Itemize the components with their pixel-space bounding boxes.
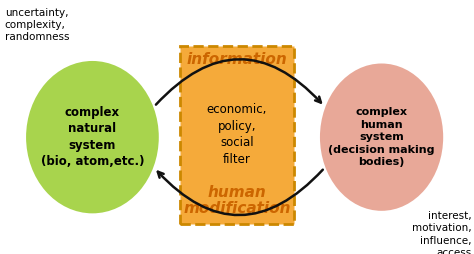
- Text: uncertainty,
complexity,
randomness: uncertainty, complexity, randomness: [5, 8, 69, 42]
- FancyBboxPatch shape: [180, 46, 294, 224]
- Text: human
modification: human modification: [183, 185, 291, 216]
- Text: economic,
policy,
social
filter: economic, policy, social filter: [207, 103, 267, 166]
- Text: complex
human
system
(decision making
bodies): complex human system (decision making bo…: [328, 107, 435, 167]
- Text: interest,
motivation,
influence,
access: interest, motivation, influence, access: [412, 211, 472, 254]
- Text: complex
natural
system
(bio, atom,etc.): complex natural system (bio, atom,etc.): [41, 106, 144, 168]
- Text: information: information: [187, 52, 287, 67]
- Ellipse shape: [26, 61, 159, 213]
- Ellipse shape: [320, 64, 443, 211]
